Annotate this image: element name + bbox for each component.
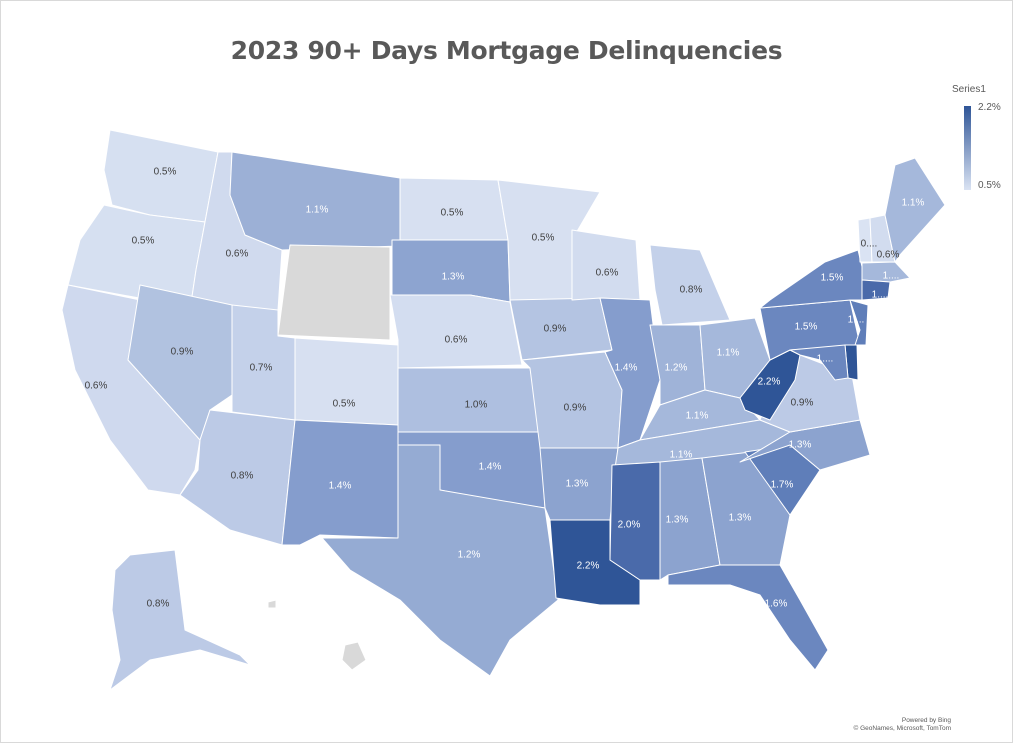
state-NE[interactable] xyxy=(389,294,523,369)
label-ND: 0.5% xyxy=(441,208,464,219)
label-MD: 1.... xyxy=(817,354,834,365)
state-ME[interactable] xyxy=(884,157,946,263)
label-GA: 1.3% xyxy=(729,513,752,524)
label-WA: 0.5% xyxy=(154,167,177,178)
state-MI[interactable] xyxy=(649,244,731,326)
label-IA: 0.9% xyxy=(544,324,567,335)
label-AL: 1.3% xyxy=(666,515,689,526)
state-CT[interactable] xyxy=(861,279,891,301)
label-MS: 2.0% xyxy=(618,520,641,531)
label-UT: 0.7% xyxy=(250,363,273,374)
legend-gradient-bar xyxy=(964,106,971,190)
state-HI-islands xyxy=(267,599,277,609)
legend-title: Series1 xyxy=(952,84,986,95)
label-WV: 2.2% xyxy=(758,377,781,388)
label-WI: 0.6% xyxy=(596,268,619,279)
state-GA[interactable] xyxy=(701,451,791,566)
label-NV: 0.9% xyxy=(171,347,194,358)
label-SC: 1.7% xyxy=(771,480,794,491)
label-KY: 1.1% xyxy=(686,411,709,422)
label-NM: 1.4% xyxy=(329,481,352,492)
label-OH: 1.1% xyxy=(717,348,740,359)
state-HI xyxy=(341,641,367,671)
label-ME: 1.1% xyxy=(902,198,925,209)
legend-min-label: 0.5% xyxy=(978,180,1001,191)
label-KS: 1.0% xyxy=(465,400,488,411)
label-TN: 1.1% xyxy=(670,450,693,461)
state-TX[interactable] xyxy=(321,444,559,677)
label-IN: 1.2% xyxy=(665,363,688,374)
label-IL: 1.4% xyxy=(615,363,638,374)
label-MN: 0.5% xyxy=(532,233,555,244)
label-MA: 1.... xyxy=(883,271,900,282)
label-AK: 0.8% xyxy=(147,599,170,610)
label-OR: 0.5% xyxy=(132,236,155,247)
label-NC: 1.3% xyxy=(789,440,812,451)
label-TX: 1.2% xyxy=(458,550,481,561)
state-CO[interactable] xyxy=(294,337,399,426)
state-NY[interactable] xyxy=(759,249,871,309)
map-credits: Powered by Bing © GeoNames, Microsoft, T… xyxy=(854,717,952,733)
label-SD: 1.3% xyxy=(442,272,465,283)
label-NE: 0.6% xyxy=(445,335,468,346)
label-MO: 0.9% xyxy=(564,403,587,414)
label-MT: 1.1% xyxy=(306,205,329,216)
state-NJ[interactable] xyxy=(849,299,869,346)
copyright-label: © GeoNames, Microsoft, TomTom xyxy=(853,725,952,732)
label-OK: 1.4% xyxy=(479,462,502,473)
state-MA[interactable] xyxy=(861,261,911,283)
state-AK[interactable] xyxy=(109,549,251,691)
legend-max-label: 2.2% xyxy=(978,102,1001,113)
label-AZ: 0.8% xyxy=(231,471,254,482)
label-CT: 1.... xyxy=(872,290,889,301)
label-ID: 0.6% xyxy=(226,249,249,260)
state-FL[interactable] xyxy=(667,564,829,671)
label-PA: 1.5% xyxy=(795,322,818,333)
label-VT: 0.... xyxy=(861,239,878,250)
state-MD[interactable] xyxy=(789,344,849,381)
state-WY xyxy=(277,244,391,341)
label-VA: 0.9% xyxy=(791,398,814,409)
state-LA[interactable] xyxy=(549,519,641,606)
label-LA: 2.2% xyxy=(577,561,600,572)
label-FL: 1.6% xyxy=(765,599,788,610)
label-NY: 1.5% xyxy=(821,273,844,284)
state-MS[interactable] xyxy=(609,461,661,581)
label-MI: 0.8% xyxy=(680,285,703,296)
label-CA: 0.6% xyxy=(85,381,108,392)
color-legend: Series1 2.2% 0.5% xyxy=(950,84,1010,194)
label-CO: 0.5% xyxy=(333,399,356,410)
powered-by-label: Powered by Bing xyxy=(901,717,951,724)
chart-title: 2023 90+ Days Mortgage Delinquencies xyxy=(230,36,783,65)
label-NJ: 1.... xyxy=(848,315,865,326)
state-WI[interactable] xyxy=(571,229,641,301)
label-NH: 0.6% xyxy=(877,250,900,261)
state-MT[interactable] xyxy=(229,151,401,251)
label-AR: 1.3% xyxy=(566,479,589,490)
